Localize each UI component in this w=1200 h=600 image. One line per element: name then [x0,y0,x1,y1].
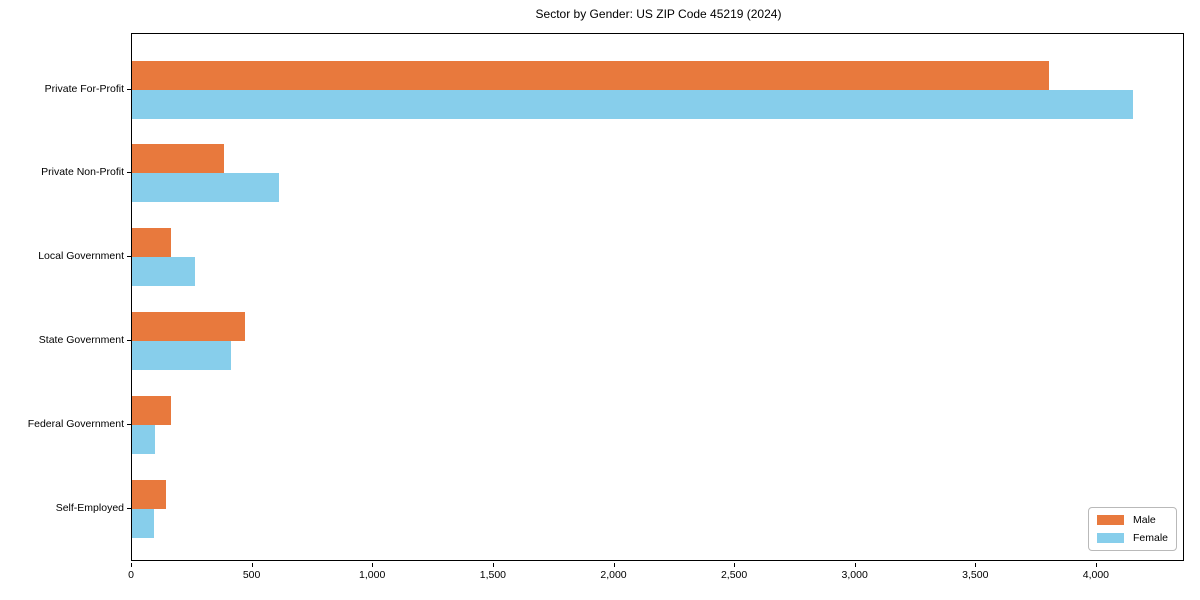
x-tick-label: 1,500 [479,569,507,581]
y-tick-mark [127,256,131,258]
legend-item-male: Male [1096,514,1168,526]
x-tick-mark [251,563,253,567]
bar-male-2 [132,228,171,258]
bar-male-3 [132,312,246,342]
chart-title: Sector by Gender: US ZIP Code 45219 (202… [535,7,782,21]
x-tick-mark [975,563,977,567]
x-tick-label: 3,000 [841,569,868,581]
x-tick-label: 4,000 [1082,569,1110,581]
x-tick-mark [613,563,615,567]
category-label: Federal Government [27,418,124,431]
x-tick-mark [1095,563,1097,567]
x-tick-mark [131,563,132,567]
x-tick-label: 3,500 [962,569,989,581]
plot-area: Male Female [131,33,1184,561]
category-label: Private For-Profit [44,82,124,95]
y-tick-mark [127,340,131,342]
category-label: Local Government [38,250,124,263]
legend-label-male: Male [1132,514,1156,526]
legend: Male Female [1087,507,1177,551]
y-tick-mark [127,172,131,174]
y-tick-mark [127,424,131,426]
x-tick-mark [492,563,494,567]
legend-item-female: Female [1096,532,1168,544]
bar-male-0 [132,60,1049,90]
bar-female-4 [132,425,155,455]
female-swatch-icon [1096,533,1124,543]
bar-male-4 [132,396,171,426]
x-tick-label: 0 [128,569,134,581]
bar-male-1 [132,144,224,174]
x-tick-label: 1,000 [359,569,386,581]
y-tick-mark [127,508,131,509]
bar-female-0 [132,89,1134,119]
x-tick-label: 2,000 [600,569,627,581]
legend-label-female: Female [1132,532,1168,544]
x-tick-label: 2,500 [720,569,748,581]
x-tick-mark [372,563,374,567]
category-label: State Government [38,334,124,347]
bar-female-3 [132,341,231,371]
bar-female-2 [132,257,195,287]
x-tick-mark [734,563,736,567]
bar-female-5 [132,509,154,538]
male-swatch-icon [1096,515,1124,525]
x-tick-mark [854,563,856,567]
category-label: Private Non-Profit [41,166,124,179]
x-tick-label: 500 [242,569,261,581]
bar-female-1 [132,173,280,203]
bar-male-5 [132,480,166,509]
category-label: Self-Employed [55,502,124,514]
y-tick-mark [127,88,131,90]
